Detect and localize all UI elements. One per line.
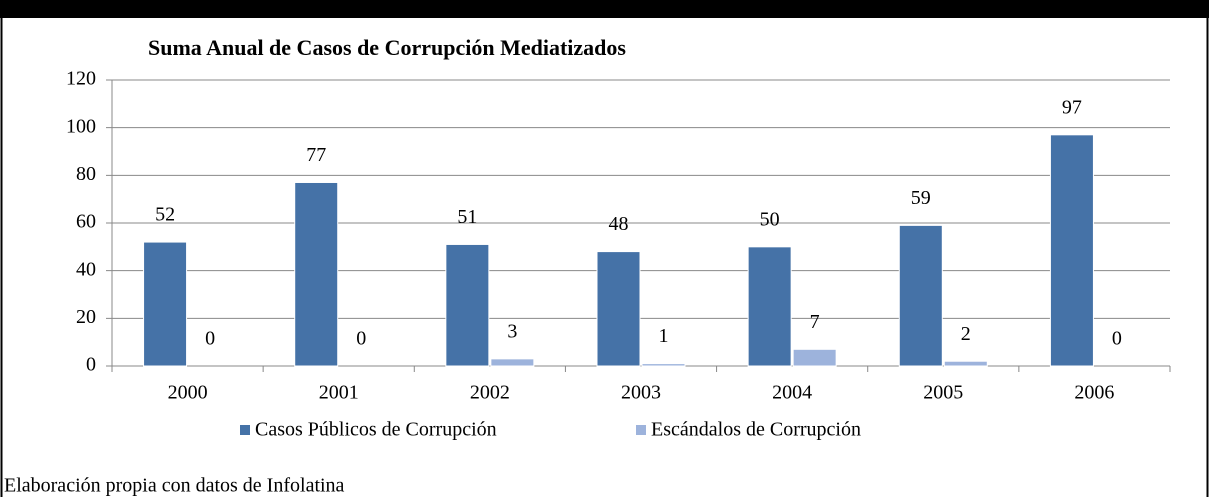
top-bar	[0, 0, 1209, 18]
chart-title: Suma Anual de Casos de Corrupción Mediat…	[148, 35, 626, 60]
x-tick-label: 2002	[470, 382, 510, 404]
legend-label: Casos Públicos de Corrupción	[255, 419, 497, 441]
data-label: 59	[911, 187, 931, 209]
legend-swatch	[240, 425, 250, 435]
note: Elaboración propia con datos de Infolati…	[4, 475, 345, 497]
bar	[898, 224, 943, 367]
y-tick-label: 80	[76, 163, 96, 185]
data-label: 0	[205, 328, 215, 350]
bar	[747, 246, 792, 367]
y-tick-label: 60	[76, 211, 96, 233]
y-tick-label: 40	[76, 258, 96, 280]
bar	[294, 181, 339, 367]
y-tick-label: 20	[76, 306, 96, 328]
data-label: 7	[810, 311, 820, 333]
x-tick-label: 2004	[772, 382, 812, 404]
x-tick-label: 2005	[923, 382, 963, 404]
y-tick-label: 0	[86, 354, 96, 376]
bar	[641, 363, 686, 367]
bar	[143, 241, 188, 367]
data-label: 48	[609, 213, 629, 235]
x-tick-label: 2003	[621, 382, 661, 404]
bar	[943, 360, 988, 367]
bar	[792, 348, 837, 367]
data-label: 50	[760, 208, 780, 230]
data-label: 1	[659, 325, 669, 347]
bar	[490, 358, 535, 367]
data-label: 97	[1062, 96, 1082, 118]
x-tick-label: 2000	[168, 382, 208, 404]
data-label: 77	[306, 144, 326, 166]
data-label: 0	[356, 328, 366, 350]
x-tick-label: 2006	[1074, 382, 1114, 404]
data-label: 2	[961, 323, 971, 345]
bar	[1049, 134, 1094, 367]
x-tick-label: 2001	[319, 382, 359, 404]
y-tick-label: 100	[66, 115, 96, 137]
data-label: 0	[1112, 328, 1122, 350]
legend-label: Escándalos de Corrupción	[651, 419, 861, 441]
data-label: 52	[155, 204, 175, 226]
y-tick-label: 120	[66, 68, 96, 90]
bar	[596, 251, 641, 367]
data-label: 51	[457, 206, 477, 228]
data-label: 3	[507, 320, 517, 342]
bar	[445, 243, 490, 367]
legend-swatch	[636, 425, 646, 435]
